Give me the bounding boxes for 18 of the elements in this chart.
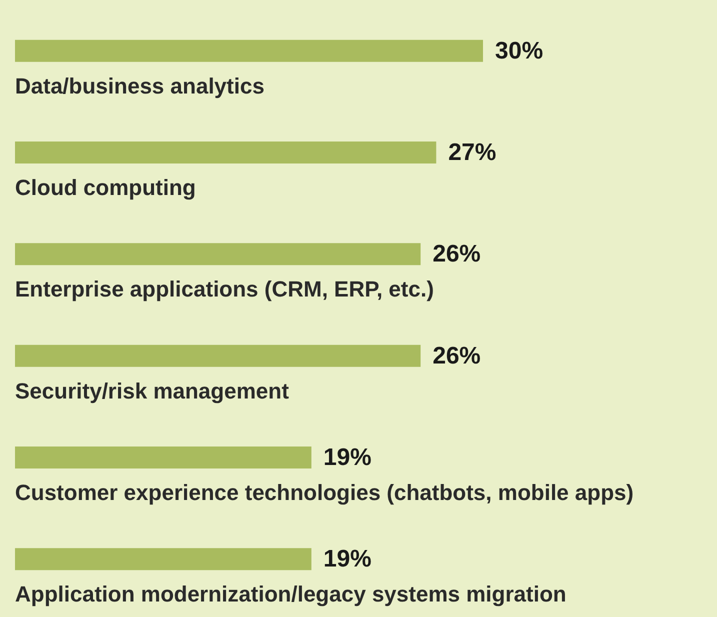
data-label: 26% [432, 240, 481, 268]
y-tick-label: Customer experience technologies (chatbots, mobile apps) [15, 480, 634, 505]
data-label: 19% [323, 546, 372, 573]
bar [15, 548, 312, 570]
y-tick-label: Enterprise applications (CRM, ERP, etc.) [15, 276, 434, 302]
bar [15, 344, 421, 367]
data-label: 19% [323, 444, 372, 471]
y-tick-label: Data/business analytics [15, 73, 264, 98]
y-tick-label: Cloud computing [15, 175, 196, 200]
bar [15, 142, 436, 164]
bar [15, 446, 312, 468]
bar [15, 243, 421, 266]
data-label: 26% [432, 342, 481, 370]
bar [15, 40, 483, 62]
y-tick-label: Application modernization/legacy systems migration [15, 582, 566, 607]
y-tick-label: Security/risk management [15, 378, 290, 404]
data-label: 27% [448, 139, 496, 166]
data-label: 30% [495, 37, 544, 64]
